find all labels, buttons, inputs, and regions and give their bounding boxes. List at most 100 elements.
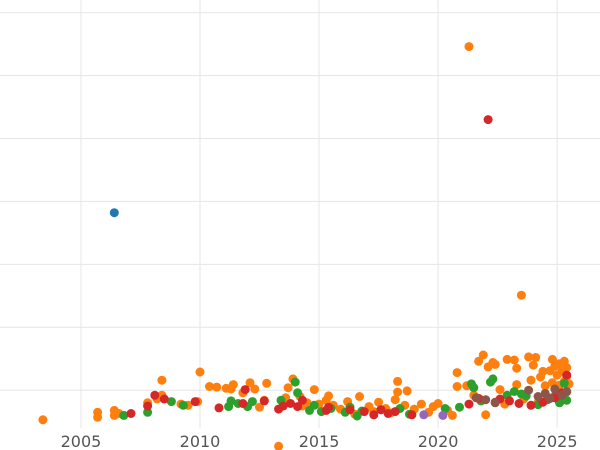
data-point bbox=[355, 392, 364, 401]
data-point bbox=[533, 392, 543, 401]
data-point bbox=[259, 396, 269, 406]
x-tick-label: 2025 bbox=[537, 432, 578, 450]
data-point bbox=[495, 385, 505, 395]
data-point bbox=[538, 366, 548, 376]
data-point bbox=[526, 400, 536, 410]
data-point bbox=[416, 399, 426, 409]
data-point bbox=[345, 405, 355, 415]
data-point bbox=[293, 402, 303, 412]
data-point bbox=[297, 395, 307, 405]
data-point bbox=[440, 404, 450, 413]
data-point bbox=[452, 368, 462, 378]
data-point bbox=[195, 367, 205, 377]
data-point bbox=[505, 396, 514, 406]
data-point bbox=[324, 402, 334, 412]
data-point bbox=[526, 375, 536, 385]
data-point bbox=[550, 384, 560, 394]
data-points bbox=[38, 42, 574, 450]
data-point bbox=[502, 354, 512, 364]
x-tick-label: 2005 bbox=[61, 432, 102, 450]
data-point bbox=[293, 388, 303, 398]
data-point bbox=[474, 356, 484, 366]
data-point bbox=[166, 397, 176, 407]
data-point bbox=[514, 399, 524, 408]
data-point bbox=[464, 42, 474, 52]
grid bbox=[0, 0, 600, 428]
data-point bbox=[143, 407, 153, 417]
data-point bbox=[528, 360, 538, 370]
data-point bbox=[359, 407, 369, 417]
data-point bbox=[283, 383, 293, 393]
data-point bbox=[433, 399, 443, 408]
data-point bbox=[524, 385, 534, 395]
data-point bbox=[178, 400, 188, 410]
data-point bbox=[490, 398, 500, 408]
data-point bbox=[562, 370, 572, 380]
data-point bbox=[374, 397, 384, 407]
data-point bbox=[509, 387, 519, 396]
data-point bbox=[483, 115, 493, 125]
data-point bbox=[376, 405, 386, 415]
data-point bbox=[245, 378, 255, 388]
x-tick-label: 2020 bbox=[418, 432, 459, 450]
data-point bbox=[109, 208, 119, 218]
data-point bbox=[481, 410, 491, 420]
data-point bbox=[324, 391, 334, 401]
data-point bbox=[119, 410, 129, 420]
data-point bbox=[390, 395, 400, 405]
data-point bbox=[278, 401, 288, 411]
data-point bbox=[402, 386, 412, 396]
data-point bbox=[390, 407, 400, 417]
data-point bbox=[262, 378, 272, 388]
data-point bbox=[516, 290, 526, 300]
data-point bbox=[478, 350, 488, 360]
data-point bbox=[540, 381, 550, 391]
x-tick-label: 2010 bbox=[180, 432, 221, 450]
data-point bbox=[393, 376, 403, 386]
data-point bbox=[238, 399, 248, 408]
data-point bbox=[214, 403, 224, 413]
data-point bbox=[274, 441, 284, 450]
data-point bbox=[93, 412, 103, 422]
data-point bbox=[419, 410, 429, 420]
data-point bbox=[369, 410, 379, 420]
x-axis-ticks: 2005 2010 2015 2020 2025 bbox=[61, 432, 578, 450]
data-point bbox=[469, 383, 479, 393]
data-point bbox=[250, 384, 260, 394]
data-point bbox=[464, 399, 474, 409]
data-point bbox=[240, 385, 250, 395]
data-point bbox=[488, 374, 498, 384]
data-point bbox=[383, 409, 393, 418]
data-point bbox=[226, 396, 236, 406]
data-point bbox=[509, 355, 519, 365]
data-point bbox=[490, 359, 500, 369]
data-point bbox=[157, 375, 167, 385]
data-point bbox=[559, 378, 569, 388]
data-point bbox=[407, 410, 417, 420]
data-point bbox=[393, 387, 403, 397]
data-point bbox=[38, 415, 48, 425]
data-point bbox=[512, 363, 522, 373]
data-point bbox=[452, 382, 462, 391]
data-point bbox=[447, 410, 457, 420]
data-point bbox=[481, 395, 491, 405]
data-point bbox=[150, 390, 160, 400]
data-point bbox=[247, 397, 257, 407]
data-point bbox=[126, 409, 136, 418]
data-point bbox=[545, 393, 555, 403]
data-point bbox=[190, 397, 200, 407]
data-point bbox=[286, 399, 295, 408]
data-point bbox=[309, 400, 319, 410]
data-point bbox=[159, 394, 169, 404]
data-point bbox=[531, 353, 541, 362]
data-point bbox=[228, 380, 238, 390]
x-tick-label: 2015 bbox=[299, 432, 340, 450]
data-point bbox=[290, 377, 300, 387]
data-point bbox=[524, 352, 534, 362]
data-point bbox=[438, 410, 448, 420]
data-point bbox=[143, 401, 153, 411]
data-point bbox=[547, 354, 557, 364]
data-point bbox=[309, 385, 319, 395]
data-point bbox=[212, 382, 222, 392]
